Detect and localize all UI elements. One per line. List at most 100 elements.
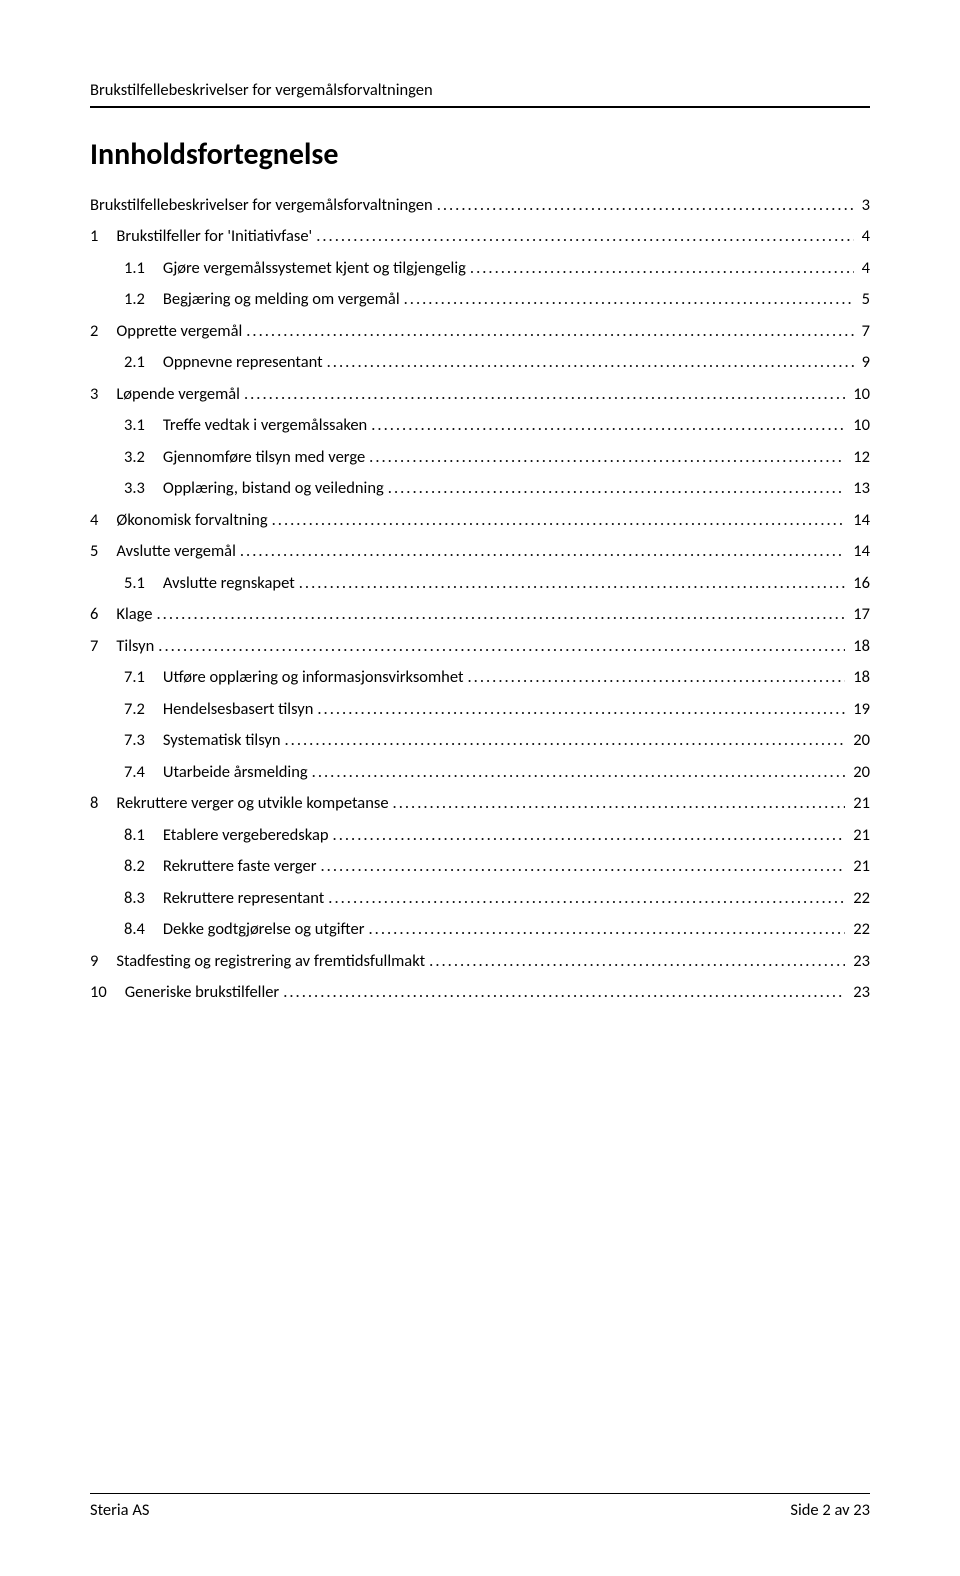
toc-entry-label: Brukstilfellebeskrivelser for vergemålsf… [90,197,433,214]
toc-entry-label: Klage [116,606,152,623]
toc-leader-dots [371,417,845,434]
toc-entry[interactable]: 8.3Rekruttere representant22 [90,890,870,907]
toc-entry[interactable]: 8.1Etablere vergeberedskap21 [90,827,870,844]
toc-entry-page: 12 [853,449,870,466]
toc-entry[interactable]: 9 Stadfesting og registrering av fremtids… [90,953,870,970]
toc-entry-number: 10 [90,984,107,1001]
toc-leader-dots [388,480,845,497]
toc-entry-label: Treffe vedtak i vergemålssaken [163,417,367,434]
toc-entry-page: 4 [862,260,870,277]
toc-entry-label: Opplæring, bistand og veiledning [163,480,384,497]
toc-entry-number: 5 [90,543,98,560]
toc-leader-dots [429,953,845,970]
toc-entry-page: 7 [862,323,870,340]
toc-entry-page: 18 [853,638,870,655]
toc-entry[interactable]: 2.1Oppnevne representant9 [90,354,870,371]
toc-entry-label: Rekruttere representant [163,890,324,907]
toc-entry[interactable]: 7.3 Systematisk tilsyn 20 [90,732,870,749]
toc-leader-dots [246,323,853,340]
toc-leader-dots [299,575,846,592]
toc-entry-number: 8.4 [124,921,145,938]
toc-entry[interactable]: 1.2 Begjæring og melding om vergemål 5 [90,291,870,308]
toc-entry-number: 3.2 [124,449,145,466]
toc-leader-dots [285,732,846,749]
toc-entry-label: Dekke godtgjørelse og utgifter [163,921,365,938]
toc-entry-label: Avslutte regnskapet [163,575,295,592]
toc-leader-dots [369,921,846,938]
toc-entry[interactable]: 5.1 Avslutte regnskapet 16 [90,575,870,592]
toc-entry[interactable]: 8.4Dekke godtgjørelse og utgifter22 [90,921,870,938]
toc-entry[interactable]: 10Generiske brukstilfeller23 [90,984,870,1001]
toc-leader-dots [470,260,854,277]
toc-entry[interactable]: 7.4Utarbeide årsmelding20 [90,764,870,781]
toc-entry-page: 4 [862,228,870,245]
toc-leader-dots [316,228,853,245]
toc-entry-page: 17 [853,606,870,623]
toc-entry[interactable]: 6 Klage 17 [90,606,870,623]
toc-entry-label: Begjæring og melding om vergemål [163,291,400,308]
toc-entry-label: Stadfesting og registrering av fremtidsf… [116,953,425,970]
toc-leader-dots [317,701,845,718]
toc-entry[interactable]: 7.1Utføre opplæring og informasjonsvirks… [90,669,870,686]
toc-entry[interactable]: 3Løpende vergemål10 [90,386,870,403]
toc-entry-label: Økonomisk forvaltning [116,512,267,529]
toc-entry-page: 16 [853,575,870,592]
content: Innholdsfortegnelse Brukstilfellebeskriv… [90,136,870,1001]
toc-leader-dots [272,512,846,529]
toc-entry-number: 8.2 [124,858,145,875]
toc-leader-dots [327,354,854,371]
toc-leader-dots [283,984,845,1001]
toc-entry-label: Utarbeide årsmelding [163,764,308,781]
footer: Steria AS Side 2 av 23 [90,1493,870,1521]
toc-entry-number: 1.2 [124,291,145,308]
toc-entry-page: 10 [853,417,870,434]
toc-entry-page: 23 [853,984,870,1001]
toc-entry[interactable]: 3.3Opplæring, bistand og veiledning13 [90,480,870,497]
toc-entry-page: 14 [853,512,870,529]
toc-entry-number: 7.4 [124,764,145,781]
toc-leader-dots [240,543,845,560]
table-of-contents: Brukstilfellebeskrivelser for vergemålsf… [90,197,870,1001]
toc-entry-number: 5.1 [124,575,145,592]
toc-leader-dots [320,858,845,875]
toc-entry[interactable]: 5Avslutte vergemål14 [90,543,870,560]
toc-leader-dots [404,291,854,308]
toc-entry-number: 9 [90,953,98,970]
toc-entry[interactable]: 1.1Gjøre vergemålssystemet kjent og tilg… [90,260,870,277]
toc-entry-number: 2.1 [124,354,145,371]
toc-entry-number: 7.3 [124,732,145,749]
toc-entry[interactable]: 3.2Gjennomføre tilsyn med verge12 [90,449,870,466]
toc-entry-label: Hendelsesbasert tilsyn [163,701,313,718]
toc-entry-label: Oppnevne representant [163,354,323,371]
toc-entry-page: 5 [862,291,870,308]
toc-entry-page: 22 [853,890,870,907]
toc-entry-number: 3 [90,386,98,403]
toc-leader-dots [156,606,845,623]
header-divider [90,106,870,108]
toc-entry[interactable]: 7Tilsyn18 [90,638,870,655]
toc-entry[interactable]: 3.1Treffe vedtak i vergemålssaken10 [90,417,870,434]
toc-entry-page: 14 [853,543,870,560]
toc-entry-page: 19 [853,701,870,718]
toc-entry[interactable]: 7.2 Hendelsesbasert tilsyn 19 [90,701,870,718]
toc-entry-number: 7.2 [124,701,145,718]
toc-entry-page: 20 [853,732,870,749]
toc-entry-label: Rekruttere faste verger [163,858,317,875]
toc-entry-label: Gjøre vergemålssystemet kjent og tilgjen… [163,260,466,277]
toc-entry[interactable]: 2Opprette vergemål7 [90,323,870,340]
toc-title: Innholdsfortegnelse [90,136,870,173]
footer-left: Steria AS [90,1500,149,1520]
toc-entry-page: 21 [853,795,870,812]
toc-leader-dots [312,764,846,781]
toc-entry[interactable]: Brukstilfellebeskrivelser for vergemålsf… [90,197,870,214]
toc-entry-number: 4 [90,512,98,529]
toc-entry[interactable]: 8.2Rekruttere faste verger21 [90,858,870,875]
toc-entry[interactable]: 1Brukstilfeller for 'Initiativfase'4 [90,228,870,245]
toc-entry-label: Tilsyn [116,638,154,655]
toc-entry-label: Brukstilfeller for 'Initiativfase' [116,228,312,245]
toc-entry-number: 6 [90,606,98,623]
toc-entry[interactable]: 8Rekruttere verger og utvikle kompetanse… [90,795,870,812]
toc-entry-label: Systematisk tilsyn [163,732,281,749]
toc-leader-dots [158,638,845,655]
toc-entry[interactable]: 4 Økonomisk forvaltning 14 [90,512,870,529]
